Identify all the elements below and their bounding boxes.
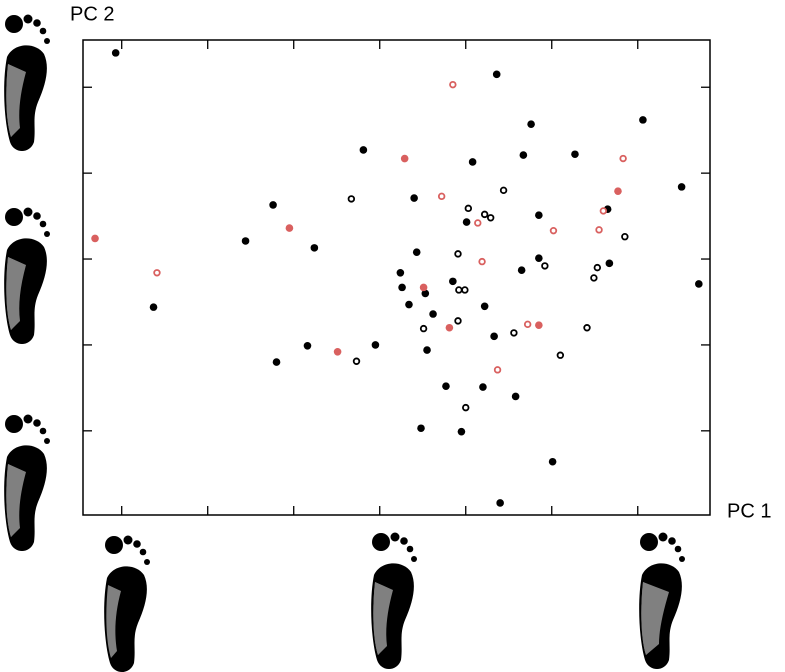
point bbox=[474, 219, 482, 227]
point bbox=[677, 183, 686, 191]
point bbox=[272, 358, 281, 366]
point bbox=[499, 186, 508, 195]
point bbox=[410, 194, 418, 202]
point bbox=[333, 347, 342, 356]
point bbox=[527, 120, 535, 128]
point bbox=[619, 154, 627, 163]
point bbox=[605, 259, 614, 268]
point bbox=[400, 154, 409, 163]
point bbox=[695, 280, 703, 288]
point bbox=[153, 269, 161, 277]
point bbox=[454, 250, 462, 258]
point bbox=[454, 317, 462, 325]
point bbox=[523, 320, 532, 329]
point bbox=[511, 392, 520, 401]
point bbox=[614, 187, 622, 195]
point bbox=[405, 300, 413, 309]
foot-icon bbox=[4, 208, 50, 345]
point bbox=[269, 201, 277, 209]
point bbox=[496, 499, 504, 507]
point bbox=[541, 262, 549, 270]
point bbox=[398, 283, 406, 292]
point bbox=[571, 150, 579, 159]
point bbox=[241, 237, 250, 245]
point bbox=[517, 266, 526, 274]
point bbox=[595, 226, 603, 234]
point bbox=[445, 323, 454, 332]
point bbox=[462, 218, 471, 226]
point bbox=[480, 302, 489, 311]
point bbox=[510, 329, 518, 337]
point bbox=[347, 195, 356, 203]
point bbox=[590, 274, 598, 282]
point bbox=[621, 232, 629, 241]
point bbox=[486, 214, 495, 222]
point bbox=[310, 244, 319, 252]
foot-icon bbox=[104, 535, 150, 672]
point bbox=[421, 289, 430, 298]
point bbox=[449, 80, 457, 89]
point bbox=[490, 332, 498, 341]
point bbox=[639, 116, 647, 124]
point bbox=[396, 268, 405, 277]
point bbox=[493, 366, 502, 374]
point bbox=[519, 151, 528, 159]
point bbox=[371, 341, 380, 349]
point bbox=[359, 146, 368, 154]
point bbox=[464, 204, 473, 213]
point bbox=[583, 324, 591, 332]
point bbox=[352, 357, 361, 365]
foot-icons bbox=[4, 15, 685, 672]
point bbox=[480, 210, 489, 219]
point bbox=[535, 254, 543, 262]
plot-frame bbox=[82, 39, 711, 516]
point bbox=[419, 283, 428, 292]
foot-icon bbox=[4, 15, 50, 152]
point bbox=[303, 341, 312, 350]
point bbox=[478, 257, 486, 266]
point bbox=[556, 351, 565, 359]
point bbox=[599, 207, 608, 215]
point bbox=[593, 263, 602, 272]
point bbox=[535, 321, 543, 329]
point bbox=[462, 403, 470, 412]
point bbox=[437, 192, 446, 201]
point bbox=[492, 70, 501, 79]
point bbox=[429, 310, 437, 318]
point bbox=[91, 234, 99, 243]
point bbox=[285, 224, 294, 232]
point bbox=[535, 211, 543, 220]
foot-icon bbox=[371, 533, 417, 670]
point bbox=[548, 457, 557, 466]
point bbox=[111, 49, 120, 57]
point bbox=[423, 346, 431, 354]
point bbox=[549, 226, 558, 235]
point bbox=[455, 286, 463, 294]
point bbox=[468, 158, 477, 166]
foot-icon bbox=[639, 533, 685, 670]
point bbox=[457, 427, 466, 436]
point bbox=[479, 383, 487, 391]
point bbox=[149, 303, 158, 311]
y-axis-label: PC 2 bbox=[70, 3, 114, 25]
point bbox=[449, 277, 457, 286]
point bbox=[419, 324, 428, 333]
point bbox=[442, 382, 450, 390]
point bbox=[412, 248, 421, 256]
point bbox=[417, 424, 425, 433]
x-axis-label: PC 1 bbox=[727, 500, 771, 522]
point bbox=[461, 286, 469, 294]
foot-icon bbox=[4, 415, 50, 552]
